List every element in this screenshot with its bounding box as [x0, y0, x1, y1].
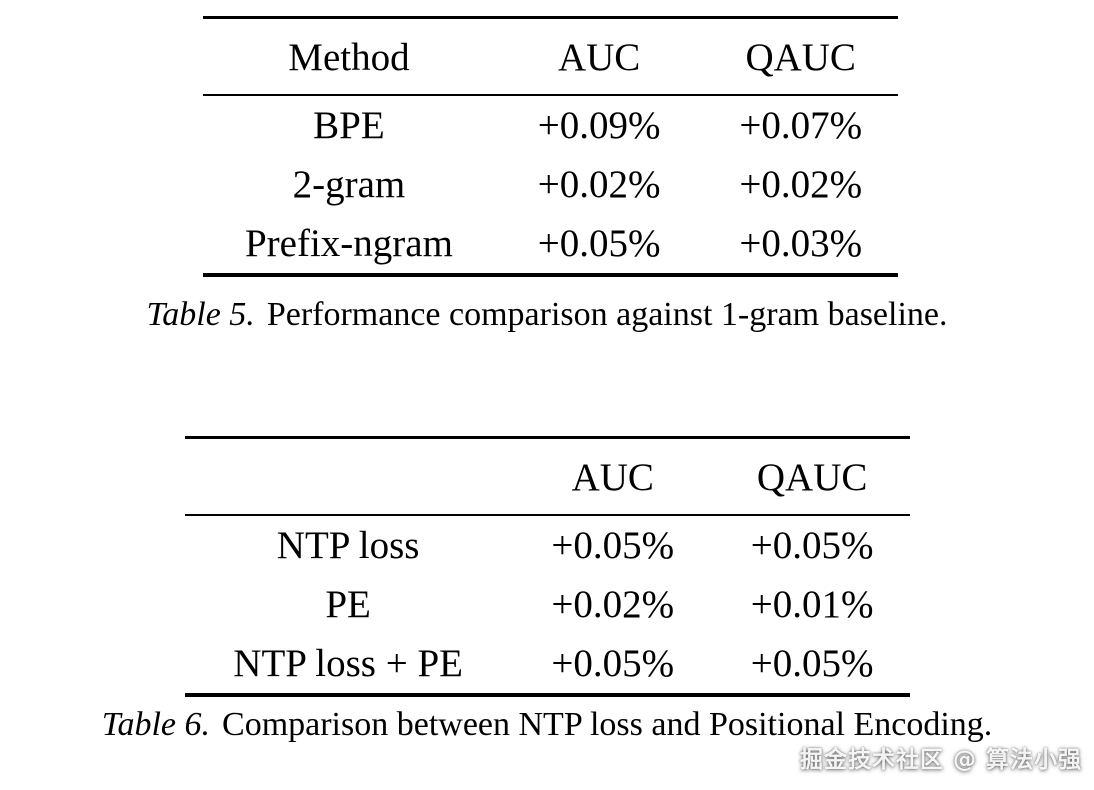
table-6-header-qauc: QAUC [756, 456, 868, 499]
table-6-cell-method: NTP loss + PE [233, 642, 463, 685]
table-5-cell-auc: +0.02% [537, 163, 661, 206]
table-6-cell-method: NTP loss [276, 524, 420, 567]
table-5-header-row: Method AUC QAUC [203, 18, 898, 95]
table-6-grid: AUC QAUC NTP loss +0.05% +0.05% PE +0.02… [185, 436, 910, 697]
table-5-grid: Method AUC QAUC BPE +0.09% +0.07% 2-gram… [203, 16, 898, 277]
table-5-header-auc: AUC [557, 36, 641, 79]
table-6-header-row: AUC QAUC [185, 438, 910, 516]
table-5-caption-text: Performance comparison against 1-gram ba… [266, 296, 948, 333]
table-6: AUC QAUC NTP loss +0.05% +0.05% PE +0.02… [185, 436, 910, 697]
table-5-cell-method: Prefix-ngram [244, 222, 453, 265]
table-row: NTP loss + PE +0.05% +0.05% [185, 634, 910, 695]
table-6-cell-auc: +0.02% [551, 583, 675, 626]
table-6-caption: Table 6. Comparison between NTP loss and … [0, 706, 1094, 744]
table-row: 2-gram +0.02% +0.02% [203, 155, 898, 214]
table-5-cell-auc: +0.09% [537, 104, 661, 147]
table-5-cell-qauc: +0.02% [739, 163, 863, 206]
table-5-cell-auc: +0.05% [537, 222, 661, 265]
table-6-cell-qauc: +0.05% [750, 524, 874, 567]
table-5-cell-method: 2-gram [292, 163, 406, 206]
table-6-cell-auc: +0.05% [551, 524, 675, 567]
table-row: BPE +0.09% +0.07% [203, 95, 898, 155]
table-5-cell-qauc: +0.07% [739, 104, 863, 147]
table-6-header-auc: AUC [571, 456, 654, 499]
table-5: Method AUC QAUC BPE +0.09% +0.07% 2-gram… [203, 16, 898, 277]
table-6-cell-qauc: +0.01% [750, 583, 874, 626]
table-5-cell-method: BPE [313, 104, 385, 147]
table-6-caption-label: Table 6. [101, 706, 211, 743]
table-5-header-method: Method [288, 36, 410, 79]
table-6-cell-auc: +0.05% [551, 642, 675, 685]
table-5-header-qauc: QAUC [745, 36, 856, 79]
table-5-caption-label: Table 5. [146, 296, 255, 333]
table-6-caption-text: Comparison between NTP loss and Position… [222, 706, 993, 743]
watermark-text: 掘金技术社区 @ 算法小强 [799, 747, 1082, 773]
table-row: Prefix-ngram +0.05% +0.03% [203, 214, 898, 275]
table-5-cell-qauc: +0.03% [739, 222, 863, 265]
table-row: PE +0.02% +0.01% [185, 575, 910, 634]
table-5-caption: Table 5. Performance comparison against 1… [0, 296, 1094, 334]
table-6-cell-qauc: +0.05% [750, 642, 874, 685]
table-row: NTP loss +0.05% +0.05% [185, 515, 910, 575]
table-6-header-empty [185, 438, 511, 516]
table-6-cell-method: PE [325, 583, 371, 626]
